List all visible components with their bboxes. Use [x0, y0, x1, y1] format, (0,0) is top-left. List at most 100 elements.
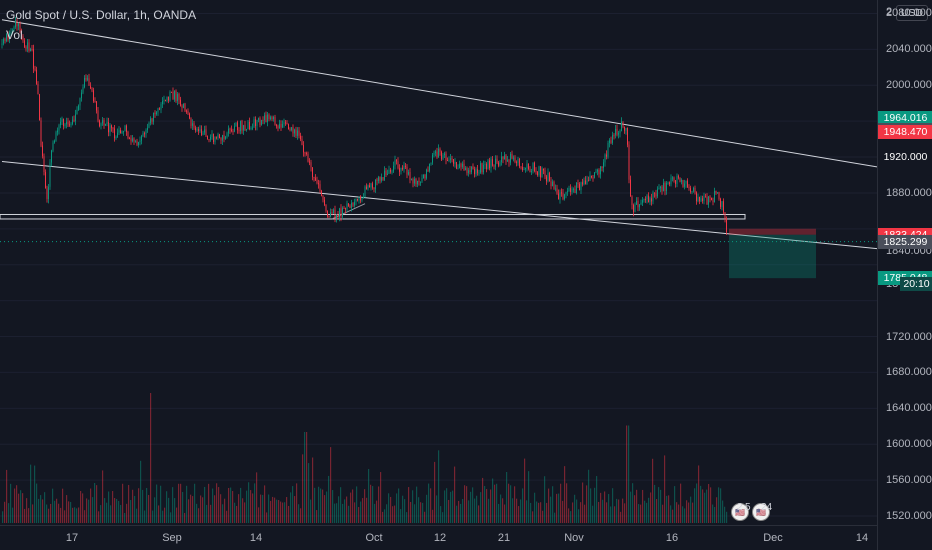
price-axis[interactable]: 2 USD 2080.000 2040.000 2000.000 1880.000 17… [877, 0, 932, 550]
candle-body [358, 196, 360, 201]
us-flag-event-icon[interactable]: 🇺🇸 [731, 503, 749, 521]
candle-body [204, 129, 205, 133]
volume-bar [228, 487, 230, 523]
candle-body [480, 163, 481, 173]
candle-body [424, 175, 426, 179]
candle-body [667, 182, 669, 184]
channel-lower-line [1, 161, 877, 250]
candle-body [174, 90, 175, 100]
volume-bar [560, 483, 562, 523]
candle-body [111, 125, 112, 128]
event-count-3[interactable]: 24 [761, 502, 773, 513]
currency-selector[interactable]: USD [895, 5, 928, 21]
chart-canvas[interactable]: Gold Spot / U.S. Dollar, 1h, OANDA Vol 🇺… [0, 0, 877, 525]
candle-body [604, 154, 606, 163]
volume-bar [36, 483, 38, 523]
candle-body [363, 197, 364, 199]
candle-body [676, 175, 678, 184]
candle-body [625, 128, 627, 131]
volume-bar [356, 486, 358, 523]
volume-bar [536, 501, 538, 523]
candle-body [117, 132, 118, 137]
volume-bar [256, 472, 258, 523]
time-axis[interactable]: 17 Sep 14 Oct 12 21 Nov 16 Dec 14 [0, 525, 877, 550]
volume-bar [682, 506, 684, 523]
volume-bar [426, 494, 428, 523]
candle-body [528, 163, 529, 170]
volume-bar [614, 506, 616, 523]
candle-body [457, 167, 459, 169]
volume-bar [144, 510, 146, 523]
volume-bar [60, 507, 62, 523]
candle-body [660, 186, 661, 188]
candle-body [514, 157, 516, 162]
volume-bar [8, 503, 10, 523]
candle-body [631, 196, 633, 206]
volume-bar [404, 499, 406, 523]
volume-bar [156, 484, 158, 523]
candle-body [154, 112, 156, 115]
candle-body [345, 207, 346, 210]
volume-bar [490, 489, 492, 523]
candle-body [492, 159, 493, 166]
candle-body [487, 160, 489, 170]
candle-body [199, 129, 201, 132]
candle-body [115, 136, 117, 139]
candle-body [331, 212, 333, 214]
volume-bar [140, 460, 142, 523]
candle-body [133, 138, 135, 142]
time-tick: 14 [855, 532, 869, 544]
volume-bar [428, 483, 430, 523]
candle-body [258, 118, 259, 120]
candle-body [681, 179, 682, 182]
candle-body [69, 124, 70, 126]
volume-bar [480, 492, 482, 523]
candle-body [619, 130, 621, 134]
volume-bar [390, 496, 392, 523]
candle-body [687, 180, 688, 187]
volume-bar [382, 511, 384, 523]
candle-body [519, 159, 520, 167]
volume-bar [418, 497, 420, 523]
volume-indicator-label[interactable]: Vol [6, 28, 23, 42]
time-tick: Dec [763, 532, 783, 544]
candle-body [100, 123, 102, 127]
candle-body [37, 83, 39, 95]
candle-body [354, 201, 355, 206]
event-count-1[interactable]: 2 [737, 502, 743, 513]
symbol-title[interactable]: Gold Spot / U.S. Dollar, 1h, OANDA [6, 8, 197, 22]
candle-body [415, 178, 417, 185]
volume-bar [670, 505, 672, 523]
candle-body [568, 187, 570, 192]
volume-bar [440, 506, 442, 523]
volume-bar [270, 500, 272, 523]
candle-body [289, 129, 291, 131]
volume-bar [174, 498, 176, 523]
candle-body [277, 126, 279, 129]
volume-bar [300, 508, 302, 523]
candle-body [267, 114, 268, 123]
candle-body [445, 153, 447, 160]
us-flag-event-icon[interactable]: 🇺🇸 [752, 503, 770, 521]
volume-bar [246, 490, 248, 523]
candle-body [649, 198, 651, 203]
volume-bar [214, 495, 216, 523]
candle-body [348, 203, 349, 206]
candle-body [87, 78, 88, 80]
price-chart[interactable] [0, 0, 877, 525]
volume-bar [414, 504, 416, 523]
volume-bar [706, 489, 708, 523]
volume-bar [698, 465, 700, 523]
volume-bar [474, 498, 476, 523]
candle-body [264, 115, 265, 121]
volume-bar [352, 489, 354, 523]
volume-bar [250, 490, 252, 523]
volume-bar [10, 483, 12, 523]
candle-body [124, 125, 126, 132]
event-count-2[interactable]: 5 [745, 502, 751, 513]
volume-bar [514, 486, 516, 523]
volume-bar [594, 487, 596, 523]
candle-body [634, 204, 636, 212]
volume-bar [358, 507, 360, 523]
volume-bar [180, 483, 182, 523]
